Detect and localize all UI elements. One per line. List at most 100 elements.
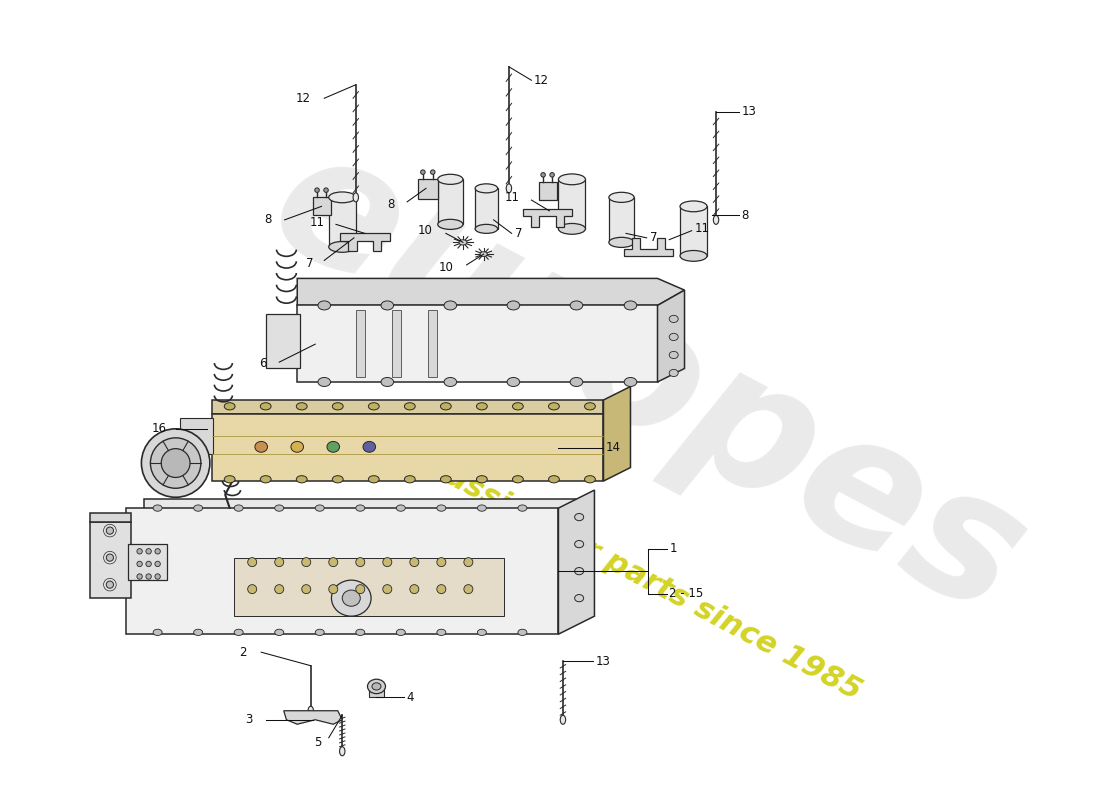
Text: 12: 12	[296, 92, 310, 105]
Ellipse shape	[155, 549, 161, 554]
Ellipse shape	[477, 630, 486, 635]
Ellipse shape	[301, 585, 310, 594]
Polygon shape	[126, 508, 559, 634]
Ellipse shape	[549, 402, 559, 410]
Ellipse shape	[381, 301, 394, 310]
Text: 10: 10	[418, 224, 432, 237]
Polygon shape	[539, 182, 557, 200]
Ellipse shape	[136, 549, 142, 554]
Ellipse shape	[513, 476, 524, 483]
Ellipse shape	[513, 402, 524, 410]
Ellipse shape	[224, 402, 235, 410]
Polygon shape	[297, 306, 658, 382]
Polygon shape	[559, 490, 594, 634]
Ellipse shape	[574, 514, 584, 521]
Polygon shape	[329, 198, 355, 247]
Ellipse shape	[255, 442, 267, 452]
Ellipse shape	[367, 679, 385, 694]
Ellipse shape	[507, 378, 519, 386]
Ellipse shape	[355, 558, 365, 566]
Ellipse shape	[506, 184, 512, 193]
Text: 8: 8	[265, 214, 272, 226]
Ellipse shape	[430, 170, 434, 174]
Ellipse shape	[107, 527, 113, 534]
Polygon shape	[355, 310, 365, 378]
Polygon shape	[658, 290, 684, 382]
Polygon shape	[90, 522, 131, 598]
Ellipse shape	[153, 630, 162, 635]
Polygon shape	[522, 209, 572, 227]
Ellipse shape	[559, 223, 585, 234]
Polygon shape	[266, 314, 300, 369]
Ellipse shape	[146, 574, 152, 579]
Ellipse shape	[396, 505, 405, 511]
Ellipse shape	[234, 505, 243, 511]
Polygon shape	[90, 513, 131, 522]
Ellipse shape	[315, 188, 319, 192]
Text: 10: 10	[438, 261, 453, 274]
Ellipse shape	[301, 558, 310, 566]
Ellipse shape	[444, 378, 456, 386]
Ellipse shape	[396, 630, 405, 635]
Text: 1: 1	[669, 542, 676, 555]
Text: 7: 7	[650, 231, 658, 244]
Text: 7: 7	[515, 227, 522, 240]
Ellipse shape	[680, 250, 707, 262]
Ellipse shape	[459, 240, 466, 245]
Text: 6: 6	[260, 358, 266, 370]
Ellipse shape	[153, 505, 162, 511]
Polygon shape	[312, 198, 331, 215]
Ellipse shape	[437, 505, 446, 511]
Ellipse shape	[261, 402, 271, 410]
Polygon shape	[180, 418, 213, 454]
Text: 4: 4	[406, 690, 414, 704]
Polygon shape	[234, 558, 505, 616]
Text: 11: 11	[309, 216, 324, 229]
Ellipse shape	[146, 562, 152, 566]
Ellipse shape	[261, 476, 271, 483]
Ellipse shape	[560, 715, 565, 724]
Ellipse shape	[275, 630, 284, 635]
Ellipse shape	[669, 334, 679, 341]
Polygon shape	[559, 179, 585, 229]
Polygon shape	[370, 686, 384, 698]
Ellipse shape	[464, 558, 473, 566]
Polygon shape	[392, 310, 400, 378]
Ellipse shape	[440, 402, 451, 410]
Ellipse shape	[507, 301, 519, 310]
Ellipse shape	[224, 476, 235, 483]
Ellipse shape	[308, 706, 314, 715]
Ellipse shape	[477, 505, 486, 511]
Text: 11: 11	[694, 222, 710, 235]
Ellipse shape	[329, 585, 338, 594]
Ellipse shape	[437, 585, 446, 594]
Text: 5: 5	[315, 736, 321, 749]
Ellipse shape	[296, 476, 307, 483]
Ellipse shape	[331, 580, 371, 616]
Ellipse shape	[372, 683, 381, 690]
Ellipse shape	[194, 505, 202, 511]
Ellipse shape	[340, 746, 345, 756]
Ellipse shape	[464, 585, 473, 594]
Ellipse shape	[669, 315, 679, 322]
Polygon shape	[609, 198, 634, 242]
Ellipse shape	[323, 188, 328, 192]
Text: 13: 13	[741, 106, 756, 118]
Ellipse shape	[476, 476, 487, 483]
Ellipse shape	[355, 505, 365, 511]
Ellipse shape	[316, 630, 324, 635]
Ellipse shape	[518, 505, 527, 511]
Ellipse shape	[437, 558, 446, 566]
Ellipse shape	[383, 585, 392, 594]
Ellipse shape	[475, 184, 497, 193]
Polygon shape	[624, 238, 673, 256]
Ellipse shape	[609, 192, 634, 202]
Polygon shape	[475, 188, 497, 229]
Text: 16: 16	[152, 422, 166, 435]
Text: 3: 3	[245, 714, 252, 726]
Ellipse shape	[353, 193, 359, 202]
Polygon shape	[128, 544, 166, 580]
Ellipse shape	[355, 585, 365, 594]
Ellipse shape	[476, 402, 487, 410]
Polygon shape	[340, 234, 389, 251]
